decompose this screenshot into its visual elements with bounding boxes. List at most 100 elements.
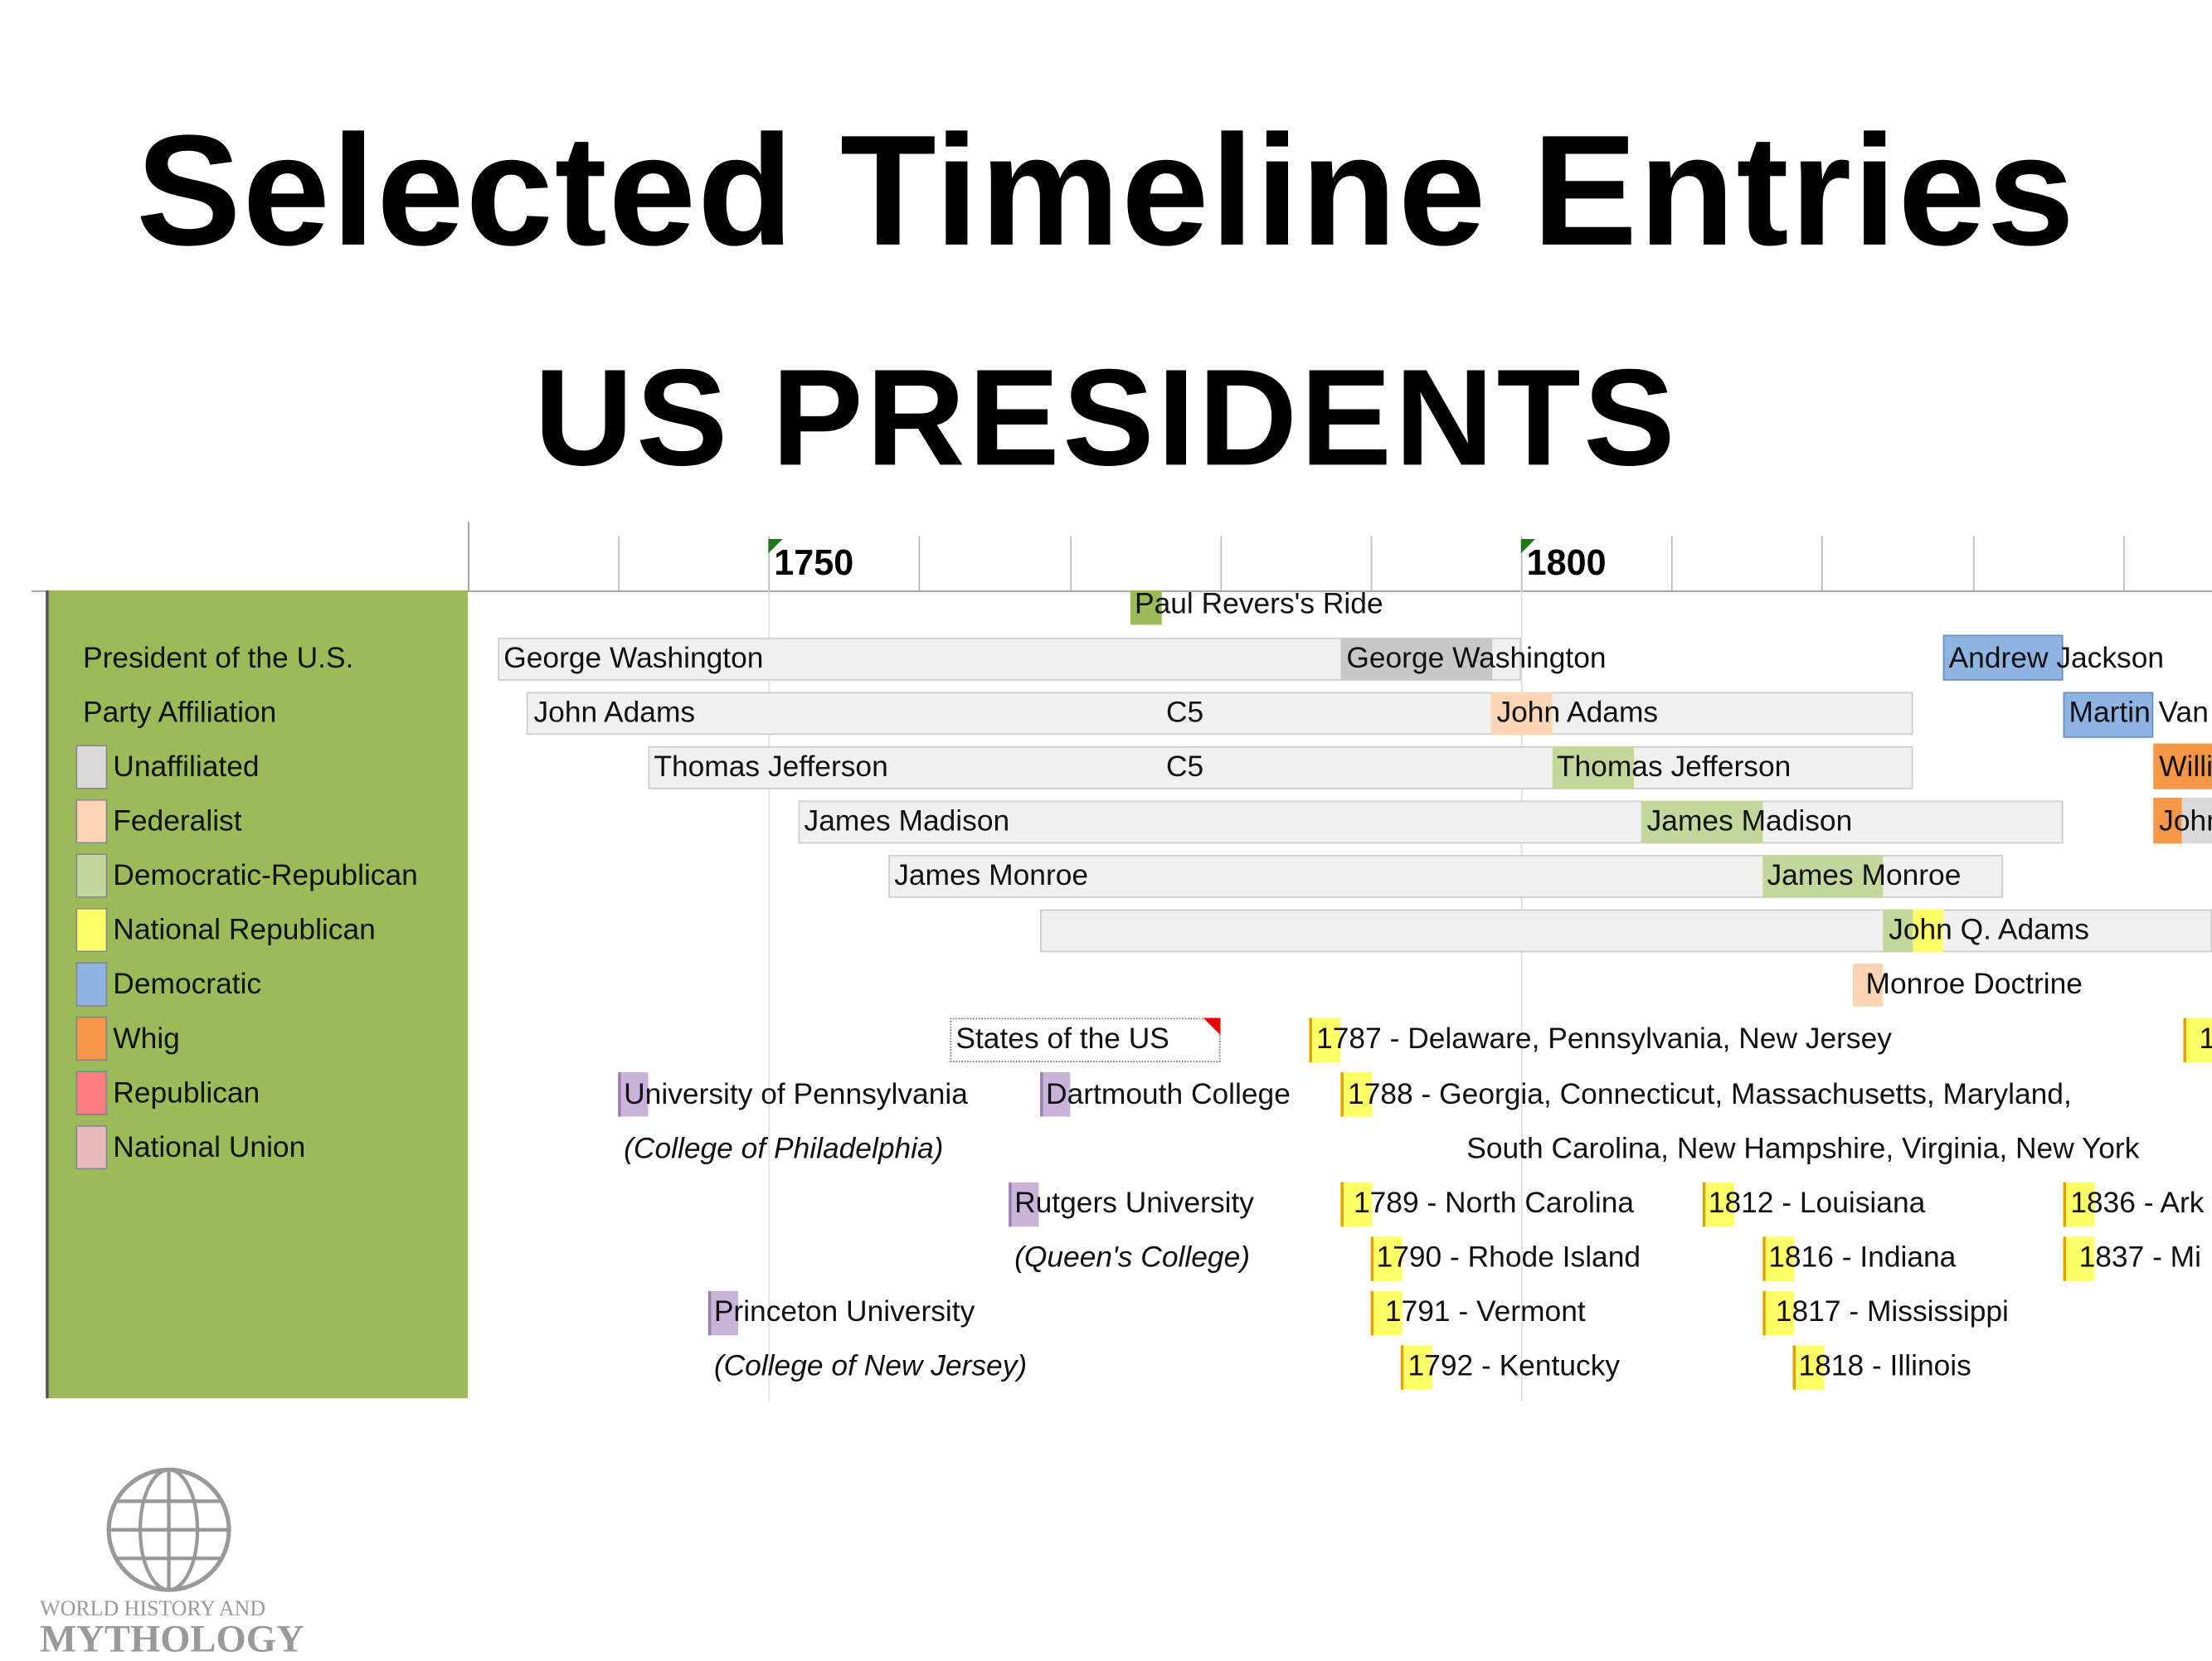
entry-label: (College of New Jersey) xyxy=(713,1349,1028,1383)
event-marker xyxy=(707,1290,739,1336)
ruler-tick xyxy=(1220,536,1223,591)
entry-label: 1836 - Ark xyxy=(2070,1187,2205,1220)
event-marker xyxy=(1762,1290,1795,1336)
entry-label: Willi xyxy=(2159,750,2212,784)
entry-label: 1792 - Kentucky xyxy=(1407,1349,1621,1383)
legend-swatch xyxy=(75,1071,108,1115)
bar xyxy=(1762,855,1884,898)
timeline: 1750 1800 President of the U.S. Party Affil… xyxy=(0,515,2212,1401)
entry-label: 1788 - Georgia, Connecticut, Massachuset… xyxy=(1348,1077,2072,1111)
entry-label: University of Pennsylvania xyxy=(624,1077,968,1111)
bar xyxy=(1340,637,1493,681)
entry-label: Thomas Jefferson xyxy=(654,750,888,784)
bar xyxy=(798,800,2064,844)
grid-line xyxy=(768,590,771,1401)
event-marker xyxy=(2063,1236,2095,1281)
legend-label: Federalist xyxy=(113,804,242,838)
event-marker xyxy=(1370,1236,1403,1281)
entry-label: 1791 - Vermont xyxy=(1384,1295,1586,1328)
entry-label: George Washington xyxy=(1346,642,1607,675)
entry-label: Andrew Jackson xyxy=(1948,642,2165,675)
title: Selected Timeline Entries xyxy=(136,103,2076,279)
entry-label: (Queen's College) xyxy=(1014,1241,1251,1275)
ruler-line xyxy=(31,590,2212,592)
legend-panel xyxy=(46,590,469,1399)
legend-swatch xyxy=(75,907,108,953)
event-marker xyxy=(1040,1072,1071,1117)
event-marker xyxy=(1130,590,1162,625)
corner-flag xyxy=(1203,1017,1221,1036)
entry-label: James Madison xyxy=(804,804,1010,838)
year-label: 1800 xyxy=(1526,543,1607,584)
ruler-tick xyxy=(1520,536,1523,591)
legend-label: Unaffiliated xyxy=(113,750,260,784)
event-marker xyxy=(1309,1017,1341,1063)
event-marker xyxy=(2063,1182,2095,1227)
event-marker xyxy=(1340,1072,1373,1117)
legend-label: National Republican xyxy=(113,913,376,947)
ruler-tick xyxy=(618,536,620,591)
legend-swatch xyxy=(75,799,108,844)
event-marker xyxy=(1762,1236,1795,1281)
entry-label: James Monroe xyxy=(1767,859,1962,892)
ruler-tick xyxy=(1821,536,1823,591)
year-label: 1750 xyxy=(774,543,854,584)
bar xyxy=(526,692,1913,736)
year-flag xyxy=(768,538,783,554)
entry-label: Rutgers University xyxy=(1014,1187,1254,1220)
entry-label: Dartmouth College xyxy=(1046,1077,1291,1111)
ruler-tick xyxy=(1070,536,1072,591)
ruler-left xyxy=(468,522,469,591)
entry-label: John Q. Adams xyxy=(1889,913,2089,947)
legend-swatch xyxy=(75,745,108,789)
legend-heading: President of the U.S. xyxy=(83,642,354,675)
entry-label: 1787 - Delaware, Pennsylvania, New Jerse… xyxy=(1316,1022,1892,1056)
legend-label: Whig xyxy=(113,1022,180,1056)
entry-label: John Adams xyxy=(533,696,696,730)
ruler-tick xyxy=(1972,536,1975,591)
event-marker xyxy=(2183,1017,2212,1063)
subtitle: US PRESIDENTS xyxy=(533,342,1679,495)
group-box xyxy=(950,1017,1221,1063)
legend-swatch xyxy=(75,962,108,1007)
event-marker xyxy=(1702,1182,1734,1227)
bar xyxy=(2181,798,2212,844)
entry-label: 1818 - Illinois xyxy=(1798,1349,1971,1383)
legend-label: Democratic-Republican xyxy=(113,859,418,892)
entry-label: John Adams xyxy=(1496,696,1659,730)
entry-label: James Madison xyxy=(1646,804,1853,838)
entry-label: 1789 - North Carolina xyxy=(1353,1187,1635,1220)
ruler-tick xyxy=(768,536,771,591)
event-marker xyxy=(1370,1290,1403,1336)
bar xyxy=(1040,909,2212,953)
bar xyxy=(1641,800,1763,844)
bar xyxy=(1942,634,2064,681)
legend-label: Republican xyxy=(113,1076,260,1110)
bar xyxy=(1883,909,1913,953)
ruler-tick xyxy=(1670,536,1673,591)
ruler-tick xyxy=(1370,536,1373,591)
bar xyxy=(648,746,1913,789)
entry-label: 1817 - Mississippi xyxy=(1775,1295,2009,1328)
entry-label: 1812 - Louisiana xyxy=(1708,1187,1926,1220)
bar xyxy=(1913,909,1943,953)
entry-label: 1837 - Mi xyxy=(2078,1241,2202,1275)
entry-label: Thomas Jefferson xyxy=(1556,750,1791,784)
bar xyxy=(1490,692,1553,736)
year-flag xyxy=(1520,538,1536,554)
event-marker xyxy=(1340,1182,1373,1227)
event-marker xyxy=(618,1072,649,1117)
entry-label: Monroe Doctrine xyxy=(1865,968,2083,1001)
entry-label: George Washington xyxy=(503,642,764,675)
logo-line2: MYTHOLOGY xyxy=(40,1616,304,1660)
bar xyxy=(2153,798,2182,844)
entry-label: Martin Van xyxy=(2069,696,2209,730)
entry-label: 1790 - Rhode Island xyxy=(1376,1241,1641,1275)
legend-label: National Union xyxy=(113,1130,306,1164)
legend-swatch xyxy=(75,853,108,898)
bar xyxy=(2153,743,2212,789)
legend-swatch xyxy=(75,1124,108,1170)
entry-label: John xyxy=(2159,804,2212,838)
